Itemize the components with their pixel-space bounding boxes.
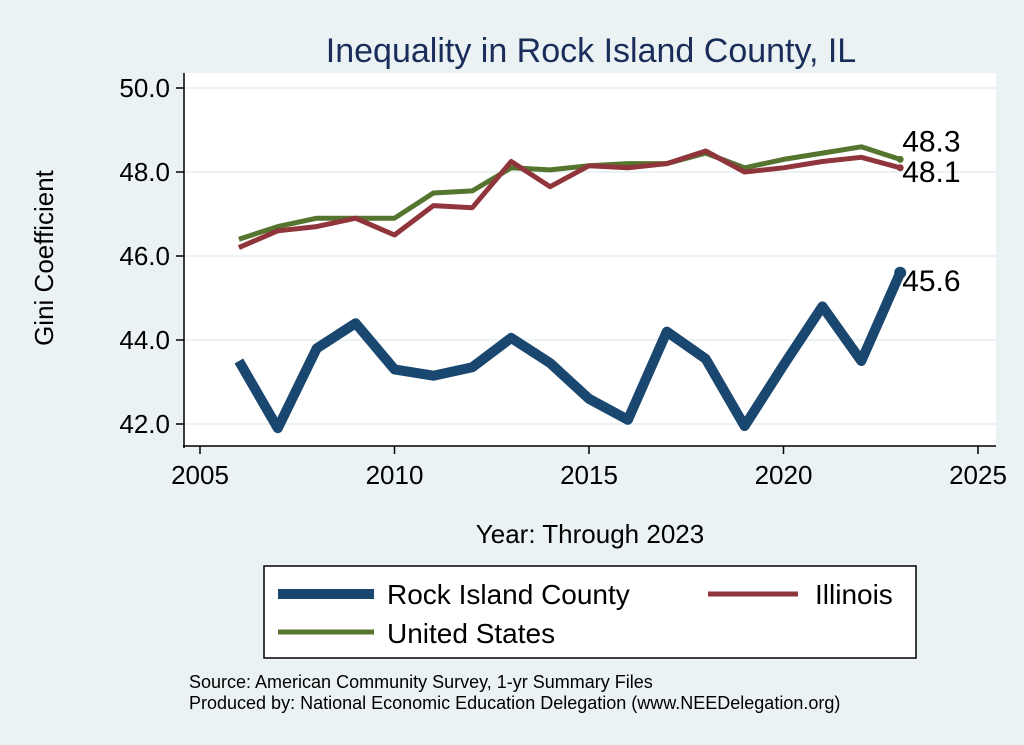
end-point-rock-island-county [894, 266, 907, 279]
series-line-illinois [237, 148, 901, 250]
end-label-united-states: 48.3 [902, 125, 960, 158]
legend-box [263, 565, 917, 659]
y-tick-label: 48.0 [119, 157, 170, 187]
legend: Rock Island County Illinois United State… [263, 565, 917, 659]
axes: 42.0 44.0 46.0 48.0 50.0 2005 2010 2015 2020 2025 [119, 73, 1007, 490]
end-labels: 45.6 48.148.3 [902, 125, 960, 297]
x-tick-label: 2020 [755, 460, 813, 490]
y-tick-label: 44.0 [119, 325, 170, 355]
series-lines [234, 144, 907, 434]
y-tick-label: 50.0 [119, 73, 170, 103]
y-axis-title: Gini Coefficient [29, 169, 59, 346]
series-line-rock-island-county [234, 270, 905, 434]
grid-lines [184, 87, 996, 425]
chart-title: Inequality in Rock Island County, IL [326, 32, 856, 70]
produced-note: Produced by: National Economic Education… [189, 693, 840, 713]
source-note: Source: American Community Survey, 1-yr … [189, 672, 653, 692]
end-point-illinois [896, 164, 904, 172]
x-tick-label: 2015 [560, 460, 618, 490]
end-label-rock-island-county: 45.6 [902, 265, 960, 298]
x-axis-title: Year: Through 2023 [476, 519, 704, 549]
end-label-illinois: 48.1 [902, 156, 960, 189]
x-tick-label: 2005 [171, 460, 229, 490]
y-tick-label: 46.0 [119, 241, 170, 271]
x-tick-label: 2025 [949, 460, 1007, 490]
legend-label-illinois: Illinois [815, 579, 893, 610]
legend-label-united-states: United States [387, 618, 555, 649]
y-tick-label: 42.0 [119, 409, 170, 439]
plot-area [184, 73, 996, 446]
end-point-united-states [896, 155, 904, 163]
legend-label-rock-island-county: Rock Island County [387, 579, 630, 610]
x-tick-label: 2010 [366, 460, 424, 490]
